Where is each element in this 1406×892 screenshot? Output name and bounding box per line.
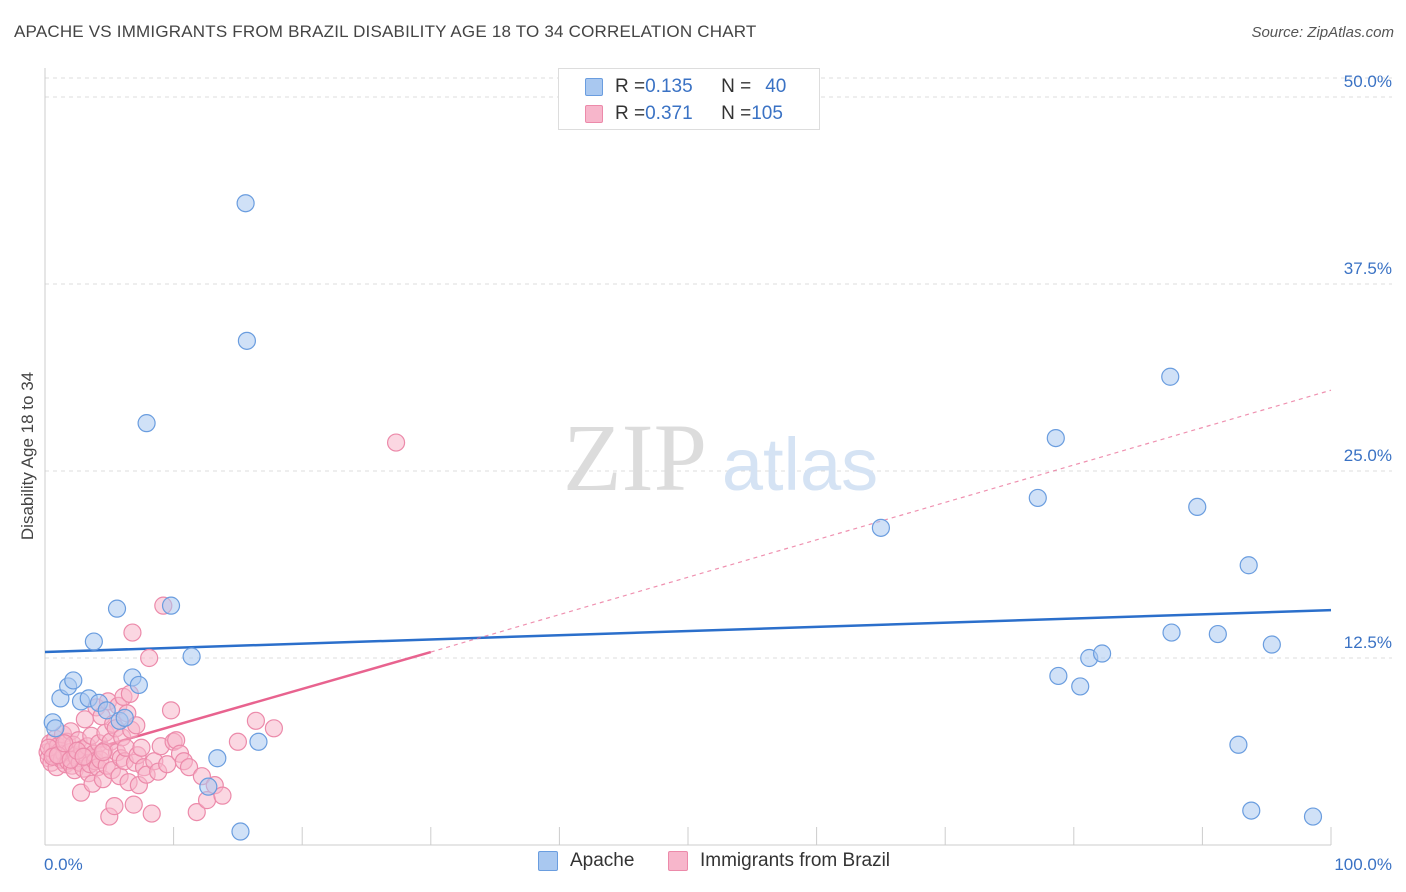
x-tick-label-max: 100.0%	[1334, 855, 1392, 874]
y-tick-label: 25.0%	[1344, 446, 1392, 465]
brazil-point	[386, 433, 406, 452]
apache-legend-swatch	[538, 851, 558, 871]
apache-point	[1239, 556, 1258, 575]
r-label: R =	[615, 103, 646, 124]
brazil-point	[132, 738, 151, 757]
apache-point	[46, 719, 65, 738]
y-tick-label: 50.0%	[1344, 72, 1392, 91]
apache-point	[236, 194, 255, 213]
apache-point	[1188, 497, 1207, 517]
legend-item-apache: Apache	[538, 850, 634, 872]
apache-point	[1242, 801, 1261, 820]
data-points	[38, 194, 1323, 841]
apache-point	[199, 777, 218, 796]
n-label: N =	[721, 76, 752, 97]
apache-point	[97, 701, 116, 720]
apache-point	[208, 749, 227, 768]
brazil-legend-swatch	[668, 851, 688, 871]
grid	[45, 77, 1392, 659]
apache-point	[1303, 807, 1323, 826]
apache-point	[237, 331, 257, 350]
legend-row-brazil: R = 0.371 N = 105	[585, 102, 783, 126]
correlation-legend: R = 0.135 N = 40 R = 0.371 N = 105	[558, 68, 820, 130]
brazil-point	[228, 732, 247, 751]
apache-point	[1071, 677, 1090, 696]
brazil-point	[213, 786, 232, 805]
chart-title: APACHE VS IMMIGRANTS FROM BRAZIL DISABIL…	[14, 22, 757, 41]
y-tick-label: 12.5%	[1344, 633, 1392, 652]
apache-point	[1208, 624, 1227, 644]
brazil-point	[93, 743, 112, 762]
apache-point	[129, 675, 148, 695]
brazil-point	[246, 711, 266, 730]
apache-point	[115, 708, 134, 727]
apache-point	[182, 647, 201, 666]
apache-point	[1092, 644, 1112, 663]
watermark-zip: ZIP	[563, 404, 707, 511]
apache-point	[231, 822, 250, 841]
n-value: 40	[765, 76, 787, 97]
apache-point	[1049, 666, 1068, 686]
brazil-point	[74, 747, 93, 766]
legend-row-apache: R = 0.135 N = 40	[585, 75, 786, 99]
axes	[44, 68, 1332, 846]
apache-point	[1028, 488, 1047, 508]
apache-point	[161, 596, 181, 615]
apache-point	[64, 671, 83, 690]
apache-point	[1046, 428, 1065, 448]
apache-point	[1161, 367, 1180, 386]
brazil-swatch	[585, 105, 603, 123]
watermark-atlas: atlas	[722, 423, 878, 506]
brazil-point	[179, 758, 199, 777]
brazil-point	[187, 802, 206, 822]
brazil-point	[105, 797, 124, 816]
apache-point	[137, 414, 156, 433]
r-value: 0.371	[645, 103, 693, 124]
brazil-point	[123, 623, 142, 642]
apache-point	[84, 632, 103, 651]
brazil-point	[142, 804, 161, 823]
n-label: N =	[721, 103, 752, 124]
series-legend: Apache Immigrants from Brazil	[0, 850, 1406, 878]
x-tick-label-min: 0.0%	[44, 855, 83, 874]
r-label: R =	[615, 76, 646, 97]
apache-swatch	[585, 78, 603, 96]
apache-point	[1162, 623, 1181, 642]
brazil-point	[264, 719, 284, 738]
legend-label-brazil: Immigrants from Brazil	[700, 850, 891, 871]
watermark: ZIP atlas	[563, 404, 878, 511]
apache-point	[107, 599, 127, 618]
tick-labels: 12.5% 25.0% 37.5% 50.0% 0.0% 100.0%	[44, 72, 1392, 874]
apache-point	[871, 518, 891, 537]
source-credit: Source: ZipAtlas.com	[1251, 24, 1394, 41]
legend-item-brazil: Immigrants from Brazil	[668, 850, 890, 872]
brazil-point	[140, 648, 159, 668]
brazil-point	[161, 701, 181, 720]
r-value: 0.135	[645, 76, 693, 97]
n-value: 105	[751, 103, 783, 124]
apache-point	[249, 732, 268, 751]
legend-label-apache: Apache	[570, 850, 635, 871]
brazil-point	[124, 795, 143, 814]
apache-point	[1262, 635, 1281, 654]
apache-trend-line	[44, 608, 1332, 654]
apache-point	[1229, 735, 1248, 754]
y-tick-label: 37.5%	[1344, 259, 1392, 278]
